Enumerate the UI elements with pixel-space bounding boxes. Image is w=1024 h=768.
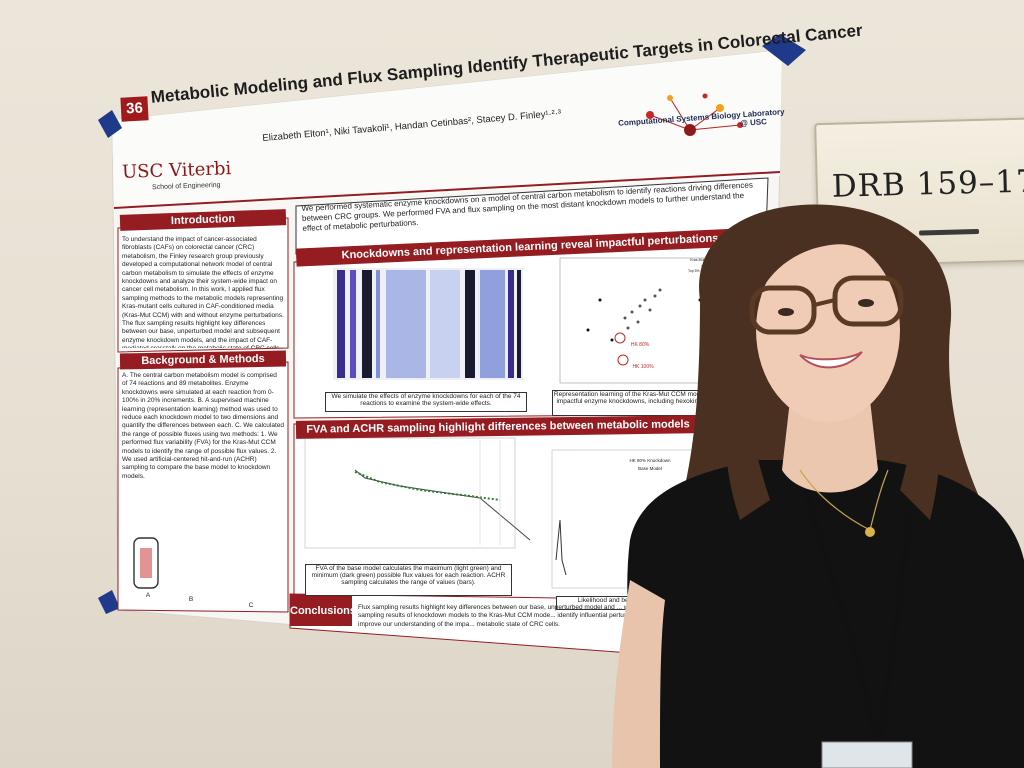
lab-suffix: @ USC	[739, 117, 768, 128]
method-label-b: B	[188, 596, 194, 603]
methods-text: A. The central carbon metabolism model i…	[122, 372, 284, 480]
sign-bracket	[919, 228, 980, 236]
intro-text: To understand the impact of cancer-assoc…	[122, 236, 284, 348]
usc-viterbi-logo: USC Viterbi	[121, 158, 232, 183]
caption-fva: FVA of the base model calculates the max…	[305, 564, 512, 596]
hist-legend-2: Base Model	[638, 466, 662, 471]
conclusion-text: Flux sampling results highlight key diff…	[358, 604, 690, 628]
scatter-label-hk100: HK 100%	[632, 364, 654, 370]
method-label-c: C	[248, 602, 254, 609]
poster-number: 36	[120, 96, 149, 122]
scatter-legend-1: Kras-Mut CCM Models	[690, 258, 726, 262]
scatter-legend-3: Top 5% Furthest Models from Centroid	[688, 269, 728, 273]
section-background-methods: Background & Methods	[119, 350, 287, 370]
scatter-label-hk80: HK 80%	[630, 342, 650, 348]
room-sign: DRB 159–176	[814, 116, 1024, 268]
hist-legend-1: HK 80% Knockdown	[629, 458, 671, 463]
scatter-legend-2: Centroid	[701, 264, 715, 268]
caption-scatter: Representation learning of the Kras-Mut …	[552, 390, 730, 416]
section-conclusions: Conclusions	[290, 605, 352, 617]
room-sign-text: DRB 159–176	[831, 162, 1024, 205]
caption-heatmap: We simulate the effects of enzyme knockd…	[325, 392, 527, 412]
method-label-a: A	[145, 592, 151, 599]
